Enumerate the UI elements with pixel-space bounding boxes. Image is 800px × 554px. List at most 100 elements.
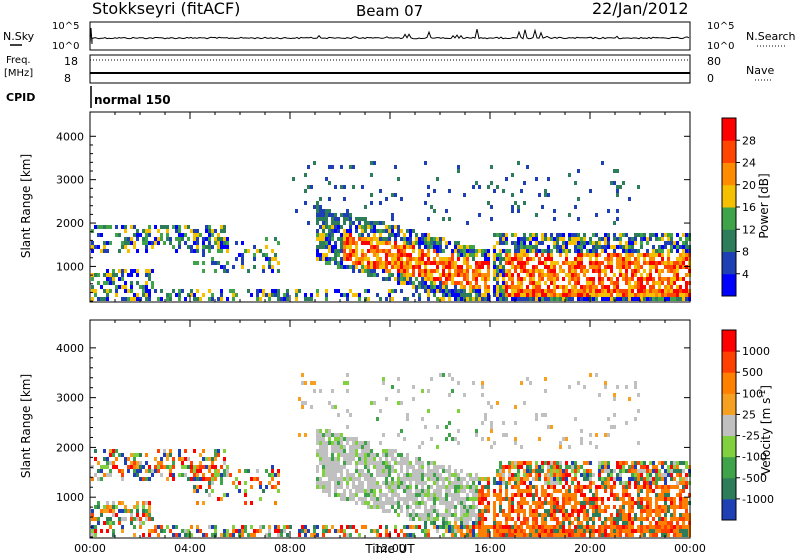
range-gate-cell — [403, 281, 406, 285]
range-gate-cell — [652, 233, 655, 237]
range-gate-cell — [208, 481, 211, 485]
range-gate-cell — [562, 513, 565, 517]
range-gate-cell — [652, 261, 655, 265]
range-gate-cell — [364, 445, 367, 449]
range-gate-cell — [568, 465, 571, 469]
range-gate-cell — [325, 209, 328, 213]
range-gate-cell — [133, 269, 136, 273]
range-gate-cell — [535, 461, 538, 465]
range-gate-cell — [598, 237, 601, 241]
range-gate-cell — [583, 461, 586, 465]
range-gate-cell — [619, 473, 622, 477]
range-gate-cell — [613, 477, 616, 481]
range-gate-cell — [607, 261, 610, 265]
range-gate-cell — [160, 457, 163, 461]
range-gate-cell — [643, 529, 646, 533]
range-gate-cell — [622, 481, 625, 485]
range-gate-cell — [445, 261, 448, 265]
range-gate-cell — [607, 473, 610, 477]
range-gate-cell — [304, 533, 307, 537]
range-gate-cell — [232, 293, 235, 297]
range-gate-cell — [322, 469, 325, 473]
range-gate-cell — [625, 241, 628, 245]
range-gate-cell — [610, 425, 613, 429]
range-gate-cell — [106, 521, 109, 525]
range-gate-cell — [355, 245, 358, 249]
range-gate-cell — [343, 217, 346, 221]
range-gate-cell — [391, 273, 394, 277]
range-gate-cell — [466, 493, 469, 497]
range-gate-cell — [433, 497, 436, 501]
range-gate-cell — [574, 497, 577, 501]
range-gate-cell — [322, 225, 325, 229]
range-gate-cell — [187, 293, 190, 297]
range-gate-cell — [418, 477, 421, 481]
range-gate-cell — [553, 241, 556, 245]
range-gate-cell — [664, 529, 667, 533]
range-gate-cell — [457, 253, 460, 257]
range-gate-cell — [424, 237, 427, 241]
range-gate-cell — [415, 241, 418, 245]
range-gate-cell — [544, 513, 547, 517]
range-gate-cell — [334, 489, 337, 493]
range-gate-cell — [418, 297, 421, 301]
range-gate-cell — [226, 237, 229, 241]
range-gate-cell — [358, 237, 361, 241]
range-gate-cell — [361, 497, 364, 501]
range-gate-cell — [664, 293, 667, 297]
range-gate-cell — [517, 509, 520, 513]
range-gate-cell — [346, 485, 349, 489]
range-gate-cell — [367, 461, 370, 465]
range-gate-cell — [226, 249, 229, 253]
range-gate-cell — [235, 529, 238, 533]
range-gate-cell — [250, 477, 253, 481]
range-gate-cell — [388, 461, 391, 465]
range-gate-cell — [319, 445, 322, 449]
range-gate-cell — [475, 253, 478, 257]
range-gate-cell — [484, 257, 487, 261]
range-gate-cell — [394, 165, 397, 169]
range-gate-cell — [415, 265, 418, 269]
range-gate-cell — [580, 293, 583, 297]
range-gate-cell — [367, 241, 370, 245]
range-gate-cell — [328, 457, 331, 461]
range-gate-cell — [436, 485, 439, 489]
range-gate-cell — [337, 221, 340, 225]
range-gate-cell — [574, 233, 577, 237]
range-gate-cell — [667, 533, 670, 537]
range-gate-cell — [673, 465, 676, 469]
range-gate-cell — [526, 525, 529, 529]
range-gate-cell — [499, 269, 502, 273]
range-gate-cell — [541, 293, 544, 297]
range-gate-cell — [637, 285, 640, 289]
range-gate-cell — [580, 285, 583, 289]
range-gate-cell — [496, 273, 499, 277]
range-gate-cell — [352, 221, 355, 225]
range-gate-cell — [472, 269, 475, 273]
range-gate-cell — [511, 289, 514, 293]
range-gate-cell — [514, 465, 517, 469]
range-gate-cell — [454, 529, 457, 533]
range-gate-cell — [379, 297, 382, 301]
range-gate-cell — [385, 457, 388, 461]
colorbar-segment — [722, 118, 736, 141]
range-gate-cell — [478, 481, 481, 485]
range-gate-cell — [514, 461, 517, 465]
range-gate-cell — [595, 489, 598, 493]
range-gate-cell — [547, 493, 550, 497]
range-gate-cell — [286, 533, 289, 537]
freq-tick-top: 18 — [64, 55, 78, 68]
range-gate-cell — [598, 525, 601, 529]
range-gate-cell — [496, 493, 499, 497]
range-gate-cell — [496, 529, 499, 533]
range-gate-cell — [598, 281, 601, 285]
range-gate-cell — [388, 497, 391, 501]
range-gate-cell — [595, 513, 598, 517]
range-gate-cell — [619, 297, 622, 301]
range-gate-cell — [430, 509, 433, 513]
range-gate-cell — [223, 265, 226, 269]
range-gate-cell — [634, 481, 637, 485]
range-gate-cell — [436, 289, 439, 293]
range-gate-cell — [352, 237, 355, 241]
range-gate-cell — [148, 501, 151, 505]
